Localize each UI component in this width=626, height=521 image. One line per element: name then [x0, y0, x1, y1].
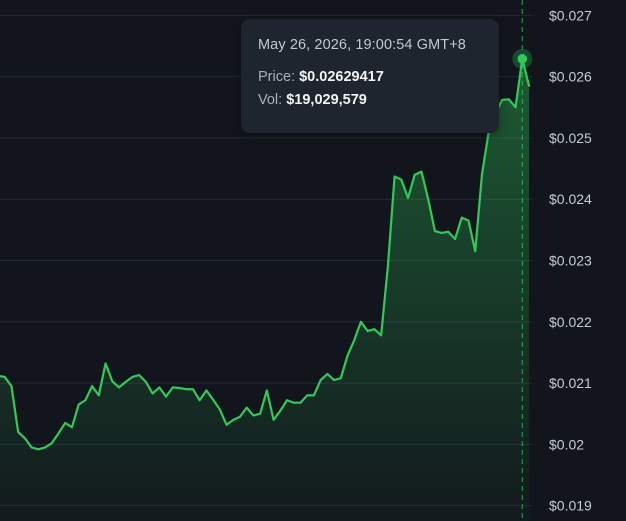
y-tick-label: $0.027: [549, 7, 592, 23]
y-tick-label: $0.026: [549, 69, 592, 85]
tooltip-price-value: $0.02629417: [299, 69, 384, 85]
tooltip-vol-label: Vol:: [258, 92, 283, 108]
tooltip-price-label: Price:: [258, 69, 296, 85]
price-area-fill: [0, 58, 529, 521]
tooltip-price-row: Price: $0.02629417: [258, 69, 482, 85]
tooltip-vol-value: $19,029,579: [286, 92, 367, 108]
y-tick-label: $0.025: [549, 130, 592, 146]
tooltip-datetime: May 26, 2026, 19:00:54 GMT+8: [258, 37, 466, 53]
y-tick-label: $0.02: [549, 436, 584, 452]
highlight-point[interactable]: [517, 54, 528, 64]
y-tick-label: $0.019: [549, 498, 592, 514]
y-tick-label: $0.023: [549, 253, 592, 269]
y-axis-tick-labels: $0.019 $0.02 $0.021 $0.022 $0.023 $0.024 $0.02…: [549, 7, 592, 513]
tooltip-vol-row: Vol: $19,029,579: [258, 92, 482, 108]
y-tick-label: $0.022: [549, 314, 592, 330]
y-tick-label: $0.021: [549, 375, 592, 391]
price-tooltip: May 26, 2026, 19:00:54 GMT+8 Price: $0.0…: [241, 19, 499, 133]
price-line: [0, 57, 531, 451]
y-tick-label: $0.024: [549, 191, 592, 207]
